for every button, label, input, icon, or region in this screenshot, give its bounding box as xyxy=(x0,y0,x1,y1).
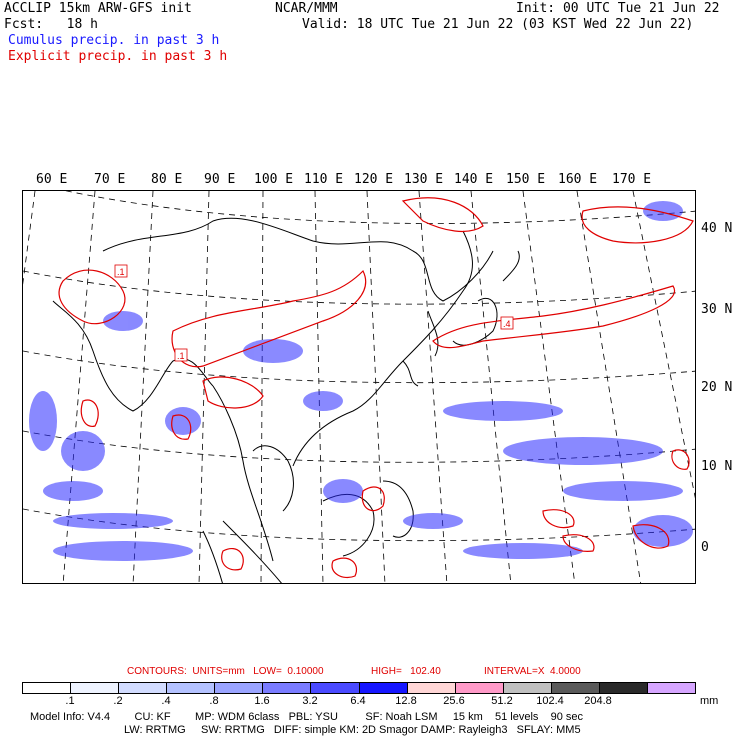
contour-label-box xyxy=(114,264,128,278)
lon-label: 170 E xyxy=(612,172,652,187)
scale-tick: 1.6 xyxy=(254,695,270,707)
lat-line xyxy=(23,430,695,463)
scale-unit: mm xyxy=(700,695,719,707)
color-swatch xyxy=(359,683,408,693)
lon-label: 90 E xyxy=(204,172,236,187)
color-scale-bar xyxy=(22,682,696,694)
scale-tick: 102.4 xyxy=(536,695,564,707)
lon-label: 150 E xyxy=(506,172,546,187)
center-label: NCAR/MMM xyxy=(275,1,338,16)
contour-labels: .1 .1 .4 xyxy=(114,264,514,362)
lon-line xyxy=(632,191,695,499)
color-swatch xyxy=(23,683,72,693)
color-swatch xyxy=(551,683,600,693)
lon-line xyxy=(366,191,386,583)
scale-tick: 204.8 xyxy=(584,695,612,707)
scale-tick: 25.6 xyxy=(443,695,465,707)
contours-info: CONTOURS: UNITS=mm LOW= 0.10000 xyxy=(127,666,324,677)
color-swatch xyxy=(599,683,649,693)
lon-label: 130 E xyxy=(404,172,444,187)
lon-label: 70 E xyxy=(94,172,126,187)
lon-line xyxy=(576,191,642,583)
lon-label: 80 E xyxy=(151,172,183,187)
lon-label: 110 E xyxy=(304,172,344,187)
lon-label: 100 E xyxy=(254,172,294,187)
color-swatch xyxy=(167,683,216,693)
explicit-precip xyxy=(58,197,694,579)
lon-line xyxy=(314,191,324,583)
forecast-hour: Fcst: 18 h xyxy=(4,17,98,32)
lon-label: 160 E xyxy=(558,172,598,187)
contours-high: HIGH= 102.40 xyxy=(371,666,441,677)
contour-label: .1 xyxy=(117,267,125,277)
lat-label: 10 N xyxy=(701,459,733,474)
color-swatch xyxy=(311,683,360,693)
color-swatch xyxy=(503,683,552,693)
cumulus-legend: Cumulus precip. in past 3 h xyxy=(8,33,220,48)
lon-line xyxy=(23,191,36,285)
contour-label: .4 xyxy=(503,319,511,329)
precip-map: .1 .1 .4 xyxy=(22,190,696,584)
scale-tick: .4 xyxy=(161,695,171,707)
lat-label: 30 N xyxy=(701,302,733,317)
coastlines xyxy=(52,217,520,583)
valid-time: Valid: 18 UTC Tue 21 Jun 22 (03 KST Wed … xyxy=(302,17,694,32)
scale-tick: 3.2 xyxy=(302,695,318,707)
contour-label-box xyxy=(500,316,514,330)
model-info-line1: Model Info: V4.4 CU: KF MP: WDM 6class P… xyxy=(30,711,584,723)
scale-tick: .2 xyxy=(113,695,123,707)
color-swatch xyxy=(263,683,312,693)
map-canvas: .1 .1 .4 xyxy=(23,191,695,583)
contour-label-box xyxy=(174,348,188,362)
scale-tick: 6.4 xyxy=(350,695,366,707)
lat-label: 0 xyxy=(701,540,709,555)
lon-label: 120 E xyxy=(354,172,394,187)
cumulus-precip xyxy=(29,201,693,561)
scale-tick: 51.2 xyxy=(491,695,513,707)
color-swatch xyxy=(71,683,120,693)
lat-line xyxy=(23,350,695,384)
scale-tick: .1 xyxy=(65,695,75,707)
explicit-legend: Explicit precip. in past 3 h xyxy=(8,49,228,64)
lon-label: 140 E xyxy=(454,172,494,187)
scale-tick: 12.8 xyxy=(395,695,417,707)
lon-line xyxy=(470,191,512,583)
model-info-line2: LW: RRTMG SW: RRTMG DIFF: simple KM: 2D … xyxy=(124,724,581,736)
color-swatch xyxy=(648,683,696,693)
lon-line xyxy=(522,191,576,583)
color-swatch xyxy=(455,683,504,693)
color-swatch xyxy=(119,683,168,693)
lon-label: 60 E xyxy=(36,172,68,187)
color-swatch xyxy=(407,683,456,693)
color-swatch xyxy=(215,683,264,693)
lat-line xyxy=(65,191,695,224)
model-title: ACCLIP 15km ARW-GFS init xyxy=(4,1,192,16)
scale-tick: .8 xyxy=(209,695,219,707)
contour-label: .1 xyxy=(177,351,185,361)
init-time: Init: 00 UTC Tue 21 Jun 22 xyxy=(516,1,720,16)
contours-interval: INTERVAL=X 4.0000 xyxy=(484,666,581,677)
lat-label: 40 N xyxy=(701,221,733,236)
lon-line xyxy=(198,191,210,583)
lat-label: 20 N xyxy=(701,380,733,395)
